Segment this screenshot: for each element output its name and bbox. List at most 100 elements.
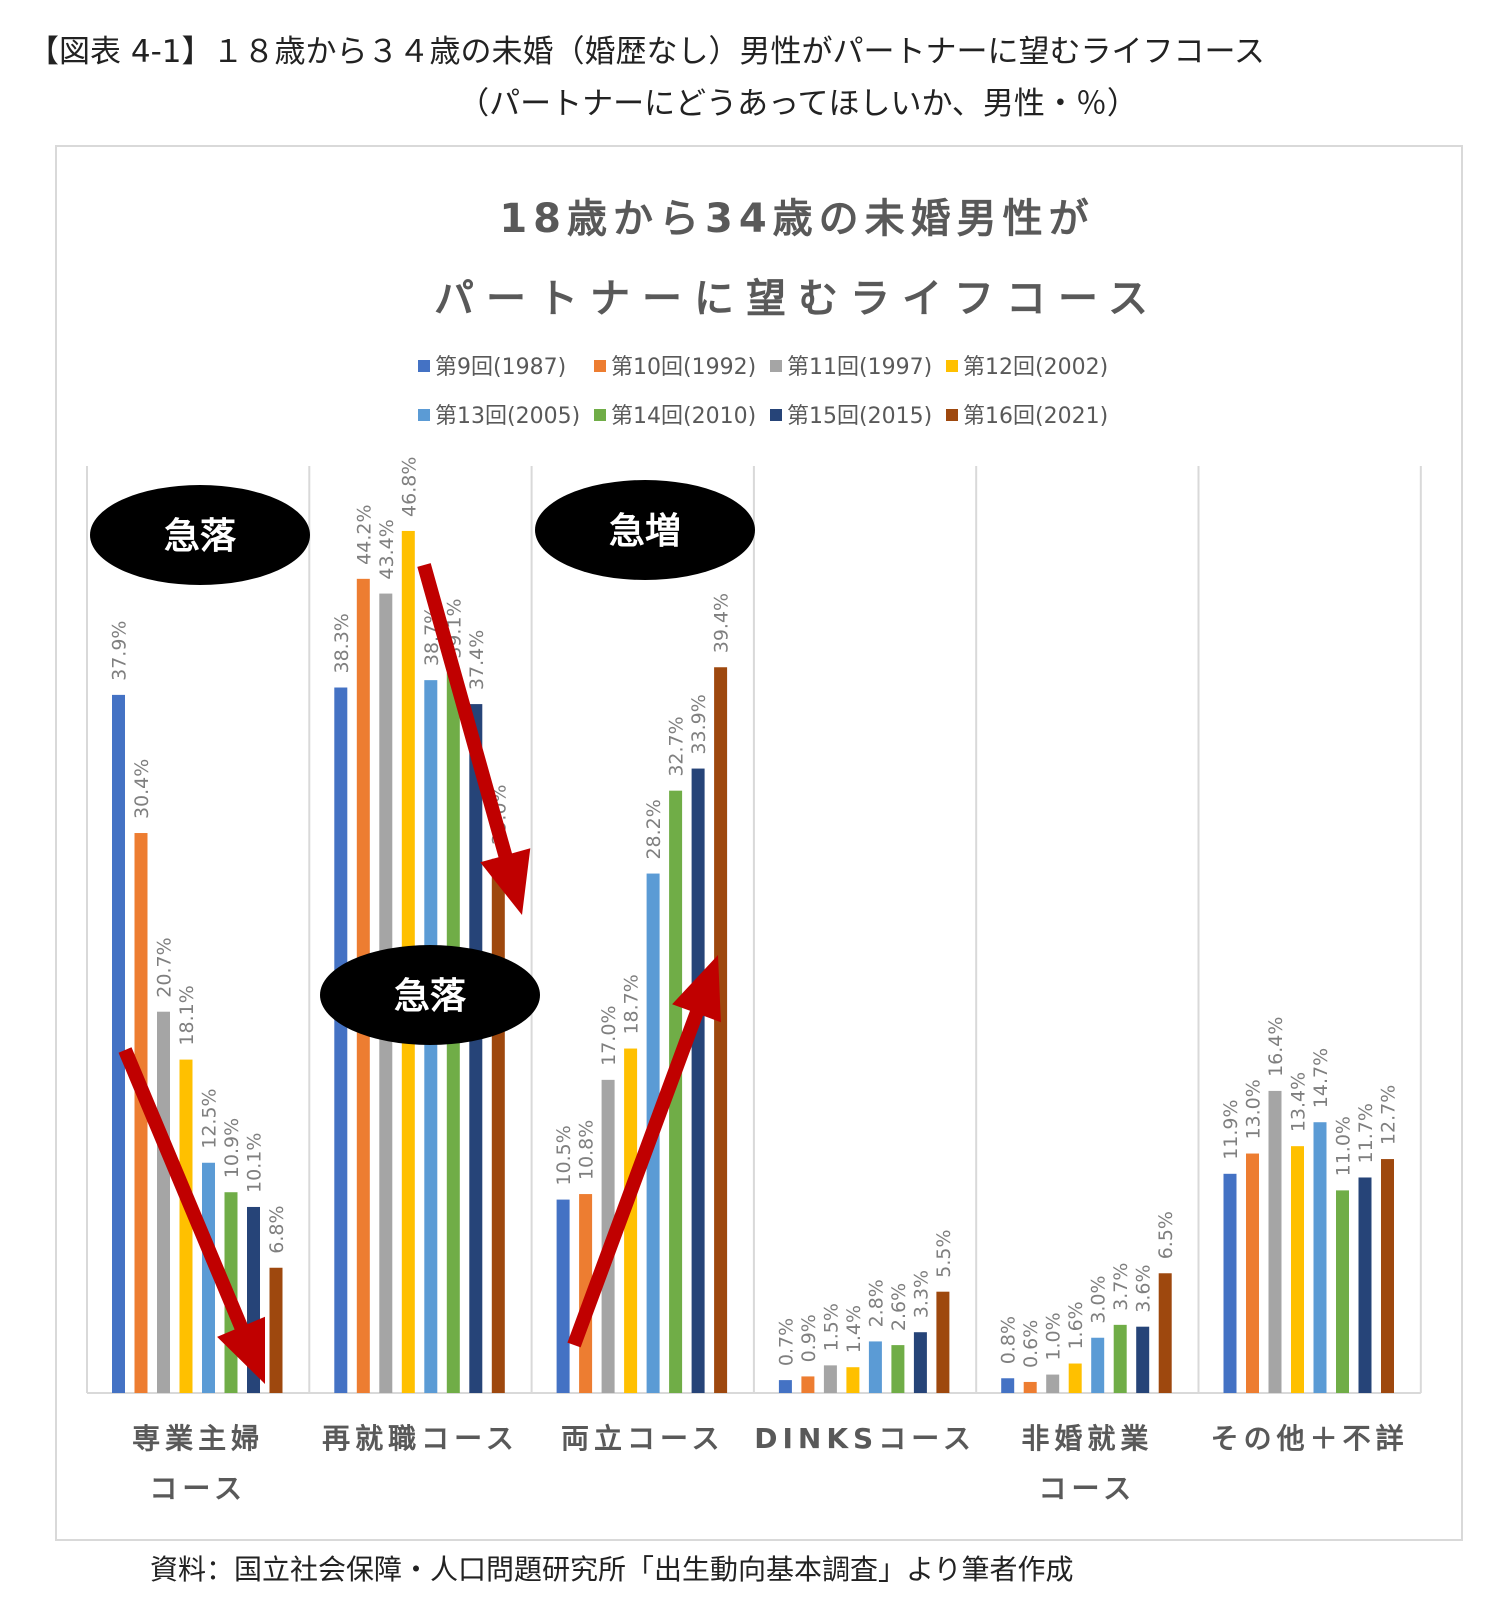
legend-swatch-3 — [770, 360, 782, 372]
data-label: 3.7% — [1110, 1263, 1132, 1311]
bar — [1023, 1381, 1037, 1393]
legend-label-2: 第10回(1992) — [611, 355, 756, 380]
category-label: コース — [149, 1472, 247, 1505]
legend-label-8: 第16回(2021) — [963, 404, 1108, 429]
bar — [1381, 1159, 1394, 1393]
legend-label-3: 第11回(1997) — [787, 355, 932, 380]
bar — [691, 768, 705, 1393]
data-label: 17.0% — [598, 1006, 620, 1066]
data-label: 14.7% — [1310, 1048, 1332, 1108]
figure-title: 【図表 4-1】１８歳から３４歳の未婚（婚歴なし）男性がパートナーに望むライフコ… — [28, 30, 1488, 126]
legend-swatch-8 — [946, 409, 958, 421]
bar — [624, 1048, 638, 1393]
data-label: 37.4% — [466, 630, 488, 690]
bar — [1068, 1363, 1082, 1393]
bar — [823, 1365, 837, 1393]
bar — [179, 1059, 193, 1393]
bar — [334, 687, 348, 1393]
data-label: 3.0% — [1088, 1275, 1110, 1323]
category-label: コース — [1039, 1472, 1137, 1505]
bar — [801, 1376, 815, 1393]
data-label: 10.9% — [221, 1118, 243, 1178]
bar — [269, 1267, 283, 1393]
data-label: 11.7% — [1355, 1103, 1377, 1163]
data-label: 33.9% — [688, 694, 710, 754]
bar — [112, 694, 125, 1393]
data-label: 38.3% — [331, 613, 353, 673]
legend-label-5: 第13回(2005) — [435, 404, 580, 429]
category-label: 専業主婦 — [132, 1422, 264, 1455]
data-label: 6.5% — [1155, 1211, 1177, 1259]
data-label: 12.7% — [1378, 1085, 1400, 1145]
category-label: DINKSコース — [754, 1422, 976, 1455]
bar — [1113, 1324, 1127, 1393]
legend-swatch-1 — [418, 360, 430, 372]
bar — [134, 833, 148, 1393]
legend-label-6: 第14回(2010) — [611, 404, 756, 429]
callout-text-2: 急落 — [394, 976, 467, 1017]
data-label: 39.4% — [711, 593, 733, 653]
data-label: 10.8% — [576, 1120, 598, 1180]
bar — [778, 1380, 792, 1393]
bar — [1336, 1190, 1349, 1393]
figure-title-line1: 【図表 4-1】１８歳から３４歳の未婚（婚歴なし）男性がパートナーに望むライフコ… — [28, 34, 1265, 70]
bar — [936, 1291, 950, 1393]
bar — [1091, 1337, 1105, 1393]
category-label: 非婚就業 — [1021, 1422, 1153, 1455]
category-label: 再就職コース — [322, 1422, 519, 1455]
data-label: 18.1% — [176, 985, 198, 1045]
bar — [1001, 1378, 1015, 1393]
data-label: 43.4% — [376, 519, 398, 579]
data-label: 10.5% — [553, 1125, 575, 1185]
bar — [1223, 1173, 1237, 1393]
data-label: 5.5% — [933, 1229, 955, 1277]
bar — [1268, 1090, 1282, 1393]
figure-title-line2: （パートナーにどうあってほしいか、男性・％） — [458, 86, 1138, 122]
bar — [1358, 1177, 1372, 1393]
legend-swatch-6 — [594, 409, 606, 421]
data-label: 13.0% — [1243, 1079, 1265, 1139]
data-label: 1.5% — [820, 1303, 842, 1351]
data-label: 1.6% — [1065, 1301, 1087, 1349]
bar — [1313, 1122, 1327, 1393]
data-label: 18.7% — [621, 974, 643, 1034]
bar — [556, 1199, 570, 1393]
legend-swatch-2 — [594, 360, 606, 372]
legend-label-1: 第9回(1987) — [435, 355, 566, 380]
data-label: 13.4% — [1288, 1072, 1310, 1132]
trend-arrow-down-1 — [118, 1047, 265, 1384]
data-label: 1.0% — [1043, 1312, 1065, 1360]
source-note: 資料：国立社会保障・人口問題研究所「出生動向基本調査」より筆者作成 — [150, 1553, 1074, 1586]
data-label: 0.7% — [775, 1318, 797, 1366]
bar — [669, 790, 683, 1393]
data-label: 11.9% — [1220, 1099, 1242, 1159]
data-label: 32.7% — [666, 716, 688, 776]
data-label: 12.5% — [199, 1088, 221, 1148]
legend-swatch-4 — [946, 360, 958, 372]
bar — [714, 667, 728, 1393]
bar — [1046, 1374, 1060, 1393]
legend-swatch-7 — [770, 409, 782, 421]
trend-arrow-down-2 — [417, 563, 531, 915]
data-label: 16.4% — [1265, 1017, 1287, 1077]
data-label: 20.7% — [154, 937, 176, 997]
data-label: 44.2% — [353, 504, 375, 564]
chart-frame — [55, 145, 1463, 1541]
data-label: 3.3% — [910, 1270, 932, 1318]
legend-label-4: 第12回(2002) — [963, 355, 1108, 380]
category-label: 両立コース — [561, 1422, 725, 1455]
data-label: 28.2% — [643, 799, 665, 859]
legend-label-7: 第15回(2015) — [787, 404, 932, 429]
callout-text-1: 急落 — [164, 516, 237, 557]
data-label: 2.8% — [865, 1279, 887, 1327]
bar — [1158, 1273, 1172, 1393]
callout-text-3: 急増 — [609, 511, 681, 552]
data-label: 46.8% — [398, 457, 420, 517]
data-label: 0.9% — [798, 1314, 820, 1362]
data-label: 10.1% — [244, 1133, 266, 1193]
bar — [1291, 1146, 1304, 1393]
data-label: 37.9% — [109, 621, 131, 681]
callout-oval-1 — [90, 485, 310, 585]
data-label: 11.0% — [1333, 1116, 1355, 1176]
